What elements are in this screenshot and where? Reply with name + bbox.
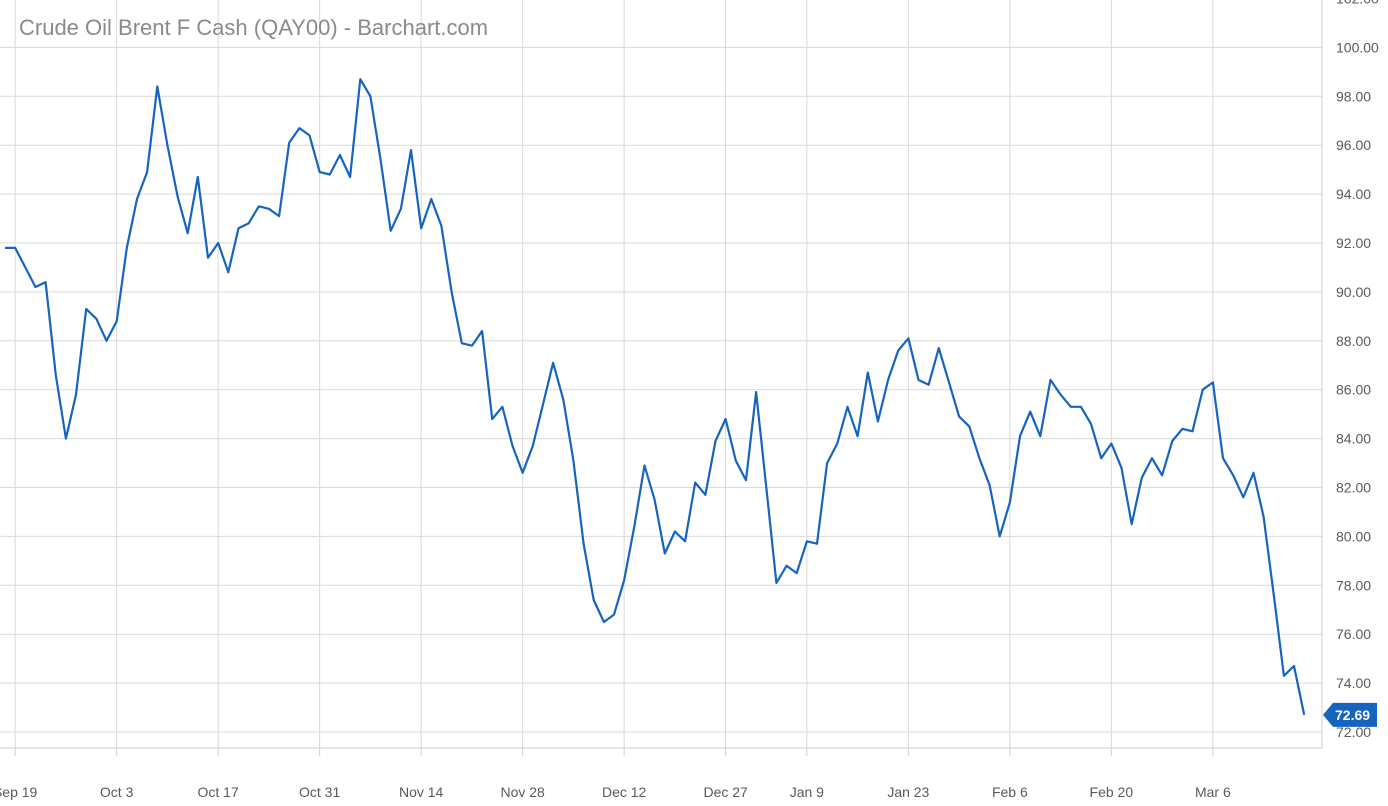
last-price-badge-shape [1323,702,1377,727]
x-tick-label: Sep 19 [0,784,38,800]
y-tick-label: 82.00 [1336,480,1371,496]
y-tick-label: 92.00 [1336,235,1371,251]
y-tick-label: 90.00 [1336,284,1371,300]
y-axis-tick-labels: 72.00 74.00 76.00 78.00 80.00 82.00 84.00 86.00… [1336,0,1379,740]
x-tick-label: Feb 20 [1090,784,1134,800]
last-price-badge: 72.69 [1323,702,1377,727]
chart-title: Crude Oil Brent F Cash (QAY00) - Barchar… [19,15,488,40]
x-tick-label: Oct 31 [299,784,340,800]
x-tick-label: Nov 28 [500,784,545,800]
x-tick-label: Mar 6 [1195,784,1231,800]
x-tick-label: Nov 14 [399,784,444,800]
y-tick-label: 86.00 [1336,382,1371,398]
series-line [5,78,1306,716]
y-tick-label: 78.00 [1336,577,1371,593]
last-price-label: 72.69 [1335,707,1370,723]
x-tick-label: Feb 6 [992,784,1028,800]
y-tick-label: 100.00 [1336,39,1379,55]
x-tick-label: Jan 9 [790,784,824,800]
y-tick-label: 88.00 [1336,333,1371,349]
vertical-gridlines [14,0,1214,756]
y-tick-label: 80.00 [1336,528,1371,544]
y-tick-label: 94.00 [1336,186,1371,202]
horizontal-gridlines [0,46,1322,733]
y-tick-label: 74.00 [1336,675,1371,691]
x-tick-label: Oct 3 [100,784,134,800]
y-tick-label: 76.00 [1336,626,1371,642]
y-tick-label: 98.00 [1336,88,1371,104]
x-tick-label: Jan 23 [887,784,929,800]
y-tick-label: 84.00 [1336,431,1371,447]
x-tick-label: Dec 12 [602,784,647,800]
x-tick-label: Dec 27 [703,784,748,800]
y-tick-label: 102.00 [1336,0,1379,7]
y-tick-label: 72.00 [1336,724,1371,740]
x-axis-tick-labels: Sep 19 Oct 3 Oct 17 Oct 31 Nov 14 Nov 28 Dec 1… [0,784,1231,800]
x-tick-label: Oct 17 [198,784,239,800]
y-tick-label: 96.00 [1336,137,1371,153]
